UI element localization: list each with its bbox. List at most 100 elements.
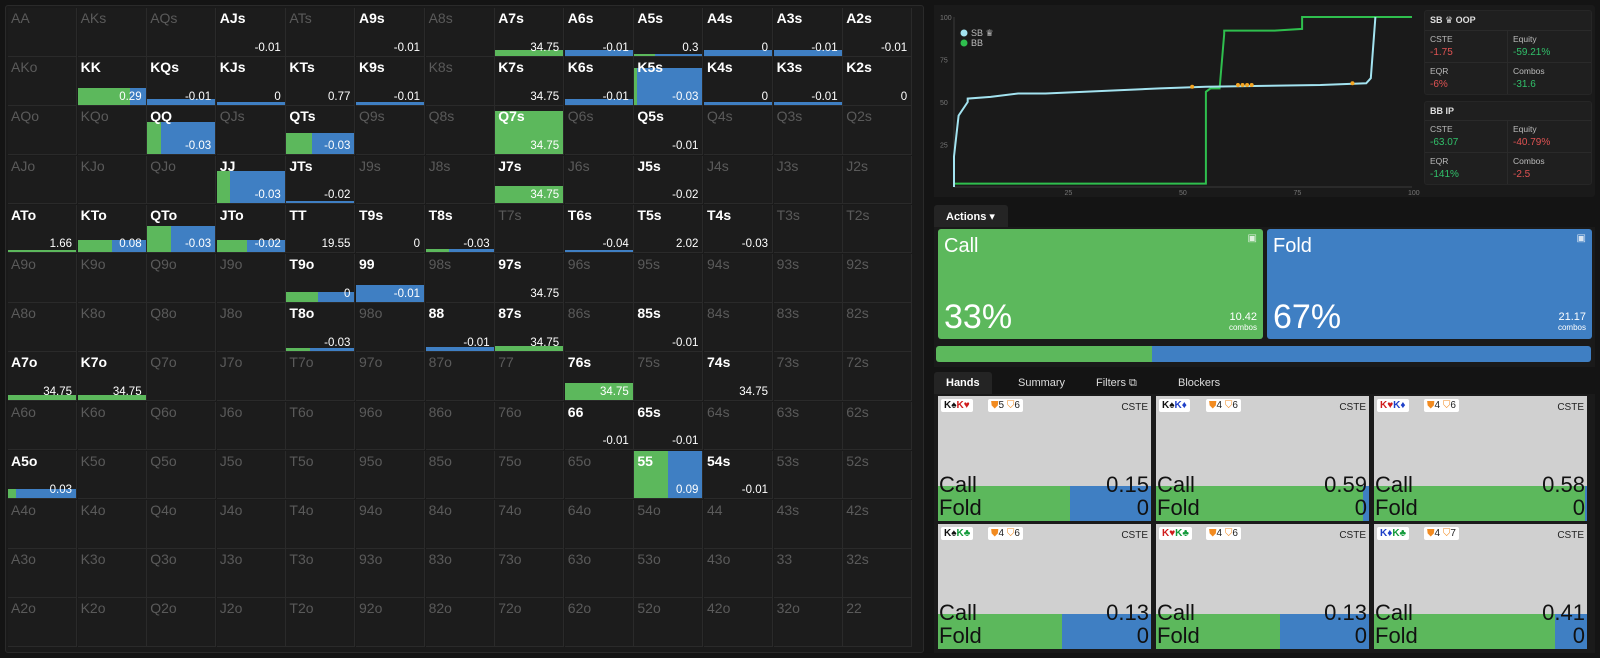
hand-cell-Q8s[interactable]: Q8s — [425, 106, 495, 155]
hand-cell-K3s[interactable]: K3s -0.01 — [773, 57, 843, 106]
hand-cell-63o[interactable]: 63o — [564, 549, 634, 598]
hand-cell-K8s[interactable]: K8s — [425, 57, 495, 106]
hand-cell-72s[interactable]: 72s — [843, 352, 913, 401]
hand-cell-A8o[interactable]: A8o — [8, 303, 77, 352]
hand-cell-AJs[interactable]: AJs -0.01 — [216, 8, 286, 57]
hand-cell-72o[interactable]: 72o — [495, 598, 565, 647]
hand-cell-76o[interactable]: 76o — [495, 401, 565, 451]
hand-cell-K6s[interactable]: K6s -0.01 — [564, 57, 634, 106]
hand-cell-75s[interactable]: 75s — [634, 352, 704, 401]
hand-cell-JTo[interactable]: JTo -0.02 — [216, 204, 286, 254]
hand-cell-T5o[interactable]: T5o — [286, 450, 356, 500]
hand-cell-K6o[interactable]: K6o — [77, 401, 147, 451]
hand-cell-AQs[interactable]: AQs — [147, 8, 217, 57]
hand-cell-K9o[interactable]: K9o — [77, 254, 147, 303]
hand-cell-Q9s[interactable]: Q9s — [356, 106, 425, 155]
hand-cell-T2s[interactable]: T2s — [843, 204, 913, 254]
hand-cell-Q2s[interactable]: Q2s — [843, 106, 913, 155]
hand-cell-42o[interactable]: 42o — [704, 598, 773, 647]
hand-cell-KQo[interactable]: KQo — [77, 106, 147, 155]
hand-cell-AKo[interactable]: AKo — [8, 57, 77, 106]
hand-cell-AQo[interactable]: AQo — [8, 106, 77, 155]
hand-cell-K5o[interactable]: K5o — [77, 450, 147, 500]
hand-cell-Q5o[interactable]: Q5o — [147, 450, 217, 500]
hand-cell-AA[interactable]: AA — [8, 8, 77, 57]
hand-cell-87s[interactable]: 87s 34.75 — [495, 303, 565, 352]
hand-cell-J2s[interactable]: J2s — [843, 155, 913, 205]
hand-cell-97s[interactable]: 97s 34.75 — [495, 254, 565, 303]
hand-cell-82s[interactable]: 82s — [843, 303, 913, 352]
hand-cell-T2o[interactable]: T2o — [286, 598, 356, 647]
hand-cell-83o[interactable]: 83o — [425, 549, 495, 598]
hand-cell-74o[interactable]: 74o — [495, 500, 565, 549]
hand-cell-J6s[interactable]: J6s — [564, 155, 634, 205]
hand-cell-T3s[interactable]: T3s — [773, 204, 843, 254]
hand-cell-KK[interactable]: KK 0.29 — [77, 57, 147, 106]
hand-cell-ATs[interactable]: ATs — [286, 8, 356, 57]
hand-cell-62o[interactable]: 62o — [564, 598, 634, 647]
hand-cell-JTs[interactable]: JTs -0.02 — [286, 155, 356, 205]
hand-cell-A3s[interactable]: A3s -0.01 — [773, 8, 843, 57]
hand-cell-A7o[interactable]: A7o 34.75 — [8, 352, 77, 401]
hand-cell-64s[interactable]: 64s — [704, 401, 773, 451]
hand-cell-Q4s[interactable]: Q4s — [704, 106, 773, 155]
hand-cell-K5s[interactable]: K5s -0.03 — [634, 57, 704, 106]
hand-cell-84s[interactable]: 84s — [704, 303, 773, 352]
hand-cell-J9s[interactable]: J9s — [356, 155, 425, 205]
hand-cell-J7s[interactable]: J7s 34.75 — [495, 155, 565, 205]
hand-cell-Q5s[interactable]: Q5s -0.01 — [634, 106, 704, 155]
hand-cell-KJs[interactable]: KJs 0 — [216, 57, 286, 106]
call-action-card[interactable]: Call ▣ 33% 10.42 combos — [938, 229, 1263, 339]
hand-cell-K4o[interactable]: K4o — [77, 500, 147, 549]
hand-cell-95o[interactable]: 95o — [356, 450, 425, 500]
hand-cell-K8o[interactable]: K8o — [77, 303, 147, 352]
hand-cell-Q3o[interactable]: Q3o — [147, 549, 217, 598]
hand-combo-card[interactable]: K♦K♣ ⛊4 ⛉7 CSTE Call 0.41 Fold 0 — [1374, 524, 1587, 649]
hand-cell-QTo[interactable]: QTo -0.03 — [147, 204, 217, 254]
hand-cell-96o[interactable]: 96o — [356, 401, 425, 451]
hand-cell-KTs[interactable]: KTs 0.77 — [286, 57, 356, 106]
tab-filters[interactable]: Filters ⧉ — [1096, 377, 1137, 389]
hand-cell-AKs[interactable]: AKs — [77, 8, 147, 57]
hand-cell-22[interactable]: 22 — [843, 598, 913, 647]
hand-cell-T3o[interactable]: T3o — [286, 549, 356, 598]
hand-cell-Q8o[interactable]: Q8o — [147, 303, 217, 352]
hand-cell-73s[interactable]: 73s — [773, 352, 843, 401]
hand-cell-K9s[interactable]: K9s -0.01 — [356, 57, 425, 106]
hand-combo-card[interactable]: K♥K♦ ⛊4 ⛉6 CSTE Call 0.58 Fold 0 — [1374, 396, 1587, 521]
hand-cell-J5o[interactable]: J5o — [216, 450, 286, 500]
hand-cell-T8o[interactable]: T8o -0.03 — [286, 303, 356, 352]
hand-cell-Q2o[interactable]: Q2o — [147, 598, 217, 647]
hand-cell-J9o[interactable]: J9o — [216, 254, 286, 303]
hand-cell-QTs[interactable]: QTs -0.03 — [286, 106, 356, 155]
hand-cell-75o[interactable]: 75o — [495, 450, 565, 500]
hand-cell-43s[interactable]: 43s — [773, 500, 843, 549]
hand-cell-44[interactable]: 44 — [704, 500, 773, 549]
hand-cell-97o[interactable]: 97o — [356, 352, 425, 401]
hand-cell-92s[interactable]: 92s — [843, 254, 913, 303]
hand-cell-K7o[interactable]: K7o 34.75 — [77, 352, 147, 401]
hand-cell-J8o[interactable]: J8o — [216, 303, 286, 352]
hand-cell-64o[interactable]: 64o — [564, 500, 634, 549]
hand-cell-T7s[interactable]: T7s — [495, 204, 565, 254]
hand-combo-card[interactable]: K♠K♦ ⛊4 ⛉6 CSTE Call 0.59 Fold 0 — [1156, 396, 1369, 521]
hand-combo-card[interactable]: K♠K♥ ⛊5 ⛉6 CSTE Call 0.15 Fold 0 — [938, 396, 1151, 521]
hand-cell-KJo[interactable]: KJo — [77, 155, 147, 205]
hand-cell-93s[interactable]: 93s — [773, 254, 843, 303]
hand-cell-Q7o[interactable]: Q7o — [147, 352, 217, 401]
hand-cell-32o[interactable]: 32o — [773, 598, 843, 647]
hand-cell-A7s[interactable]: A7s 34.75 — [495, 8, 565, 57]
hand-cell-K7s[interactable]: K7s 34.75 — [495, 57, 565, 106]
hand-cell-A8s[interactable]: A8s — [425, 8, 495, 57]
hand-cell-A2s[interactable]: A2s -0.01 — [843, 8, 913, 57]
hand-cell-98s[interactable]: 98s — [425, 254, 495, 303]
hand-cell-Q3s[interactable]: Q3s — [773, 106, 843, 155]
hand-cell-43o[interactable]: 43o — [704, 549, 773, 598]
hand-cell-J7o[interactable]: J7o — [216, 352, 286, 401]
hand-cell-QJo[interactable]: QJo — [147, 155, 217, 205]
hand-cell-T6o[interactable]: T6o — [286, 401, 356, 451]
hand-cell-T9s[interactable]: T9s 0 — [356, 204, 425, 254]
hand-cell-A9s[interactable]: A9s -0.01 — [356, 8, 425, 57]
tab-blockers[interactable]: Blockers — [1178, 377, 1221, 389]
expand-icon[interactable]: ▣ — [1576, 233, 1586, 244]
